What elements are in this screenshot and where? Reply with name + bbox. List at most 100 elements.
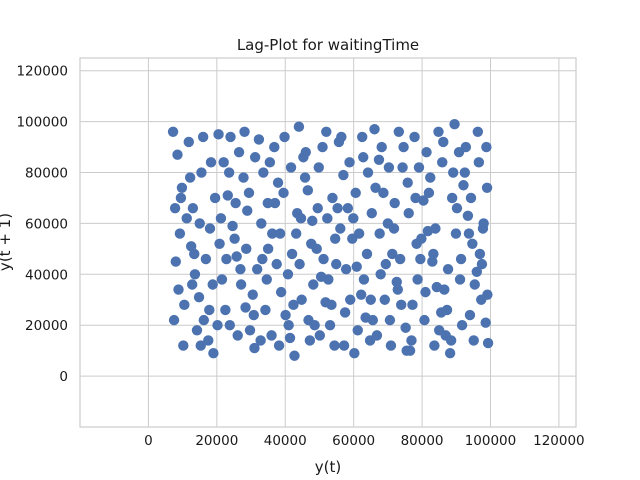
scatter-point <box>464 309 476 321</box>
scatter-point <box>324 320 336 331</box>
scatter-point <box>173 284 184 295</box>
scatter-point <box>235 279 247 290</box>
scatter-point <box>248 309 259 321</box>
scatter-point <box>200 253 212 265</box>
scatter-point <box>238 172 249 183</box>
scatter-point <box>283 320 294 331</box>
scatter-point <box>312 202 323 214</box>
scatter-point <box>348 213 359 224</box>
scatter-point <box>249 342 260 354</box>
scatter-point <box>451 202 463 214</box>
scatter-point <box>480 317 491 328</box>
scatter-point <box>231 251 242 262</box>
y-tick-label: 80000 <box>25 166 68 182</box>
scatter-point <box>227 220 238 232</box>
scatter-point <box>274 228 286 239</box>
scatter-point <box>262 197 273 209</box>
scatter-point <box>350 187 361 199</box>
scatter-point <box>465 192 477 204</box>
scatter-point <box>482 289 493 300</box>
x-tick-label: 60000 <box>332 433 375 449</box>
scatter-point <box>407 299 418 311</box>
scatter-point <box>189 248 200 260</box>
scatter-point <box>444 348 456 359</box>
scatter-point <box>284 332 296 344</box>
scatter-point <box>477 223 489 234</box>
scatter-point <box>255 335 266 346</box>
scatter-point <box>193 292 205 303</box>
scatter-point <box>329 233 341 244</box>
scatter-point <box>282 269 294 280</box>
scatter-point <box>303 314 314 326</box>
scatter-point <box>208 348 219 359</box>
scatter-point <box>261 274 272 285</box>
scatter-point <box>437 157 448 168</box>
scatter-point <box>323 274 334 285</box>
scatter-point <box>207 279 218 290</box>
scatter-point <box>481 141 492 153</box>
scatter-point <box>392 284 403 295</box>
scatter-point <box>215 213 227 224</box>
scatter-point <box>398 141 409 153</box>
scatter-point <box>203 335 214 346</box>
scatter-point <box>290 228 302 239</box>
scatter-point <box>462 210 474 221</box>
scatter-point <box>376 141 387 153</box>
scatter-point <box>249 152 261 163</box>
scatter-point <box>429 340 440 351</box>
x-tick-label: 40000 <box>264 433 307 449</box>
scatter-point <box>204 223 216 234</box>
scatter-point <box>460 141 472 153</box>
scatter-point <box>247 289 258 300</box>
scatter-point <box>409 131 420 143</box>
scatter-point <box>266 330 277 341</box>
x-tick-label: 100000 <box>465 433 517 449</box>
scatter-point <box>358 274 370 285</box>
scatter-point <box>469 279 480 290</box>
x-tick-label: 20000 <box>195 433 238 449</box>
scatter-points <box>167 118 494 361</box>
scatter-point <box>233 146 245 158</box>
scatter-point <box>205 157 217 168</box>
scatter-point <box>393 126 405 137</box>
scatter-point <box>332 202 343 214</box>
y-tick-label: 60000 <box>25 216 68 232</box>
scatter-point <box>329 340 340 351</box>
scatter-point <box>379 294 390 305</box>
scatter-point <box>344 157 355 168</box>
scatter-point <box>378 187 389 199</box>
scatter-point <box>419 314 430 326</box>
scatter-point <box>383 162 395 173</box>
scatter-point <box>174 228 186 239</box>
scatter-point <box>463 228 475 239</box>
x-tick-label: 0 <box>144 433 153 449</box>
scatter-point <box>361 248 373 260</box>
scatter-point <box>313 162 324 173</box>
scatter-point <box>289 350 300 361</box>
scatter-point <box>198 314 210 326</box>
scatter-point <box>262 243 274 255</box>
scatter-point <box>391 276 402 288</box>
scatter-point <box>306 238 317 249</box>
scatter-point <box>380 258 392 270</box>
scatter-point <box>421 146 432 158</box>
scatter-point <box>482 337 494 349</box>
scatter-point <box>269 141 280 153</box>
scatter-point <box>415 253 426 265</box>
scatter-point <box>418 195 429 206</box>
scatter-point <box>285 162 297 173</box>
scatter-point <box>170 256 181 267</box>
y-axis-label: y(t + 1) <box>0 213 14 271</box>
scatter-point <box>275 286 287 298</box>
scatter-point <box>279 131 290 143</box>
scatter-point <box>326 299 337 311</box>
scatter-point <box>260 304 271 316</box>
scatter-point <box>189 269 201 280</box>
scatter-point <box>280 309 291 321</box>
scatter-point <box>401 345 412 356</box>
scatter-point <box>394 253 406 265</box>
scatter-point <box>241 243 252 255</box>
scatter-point <box>169 202 181 214</box>
